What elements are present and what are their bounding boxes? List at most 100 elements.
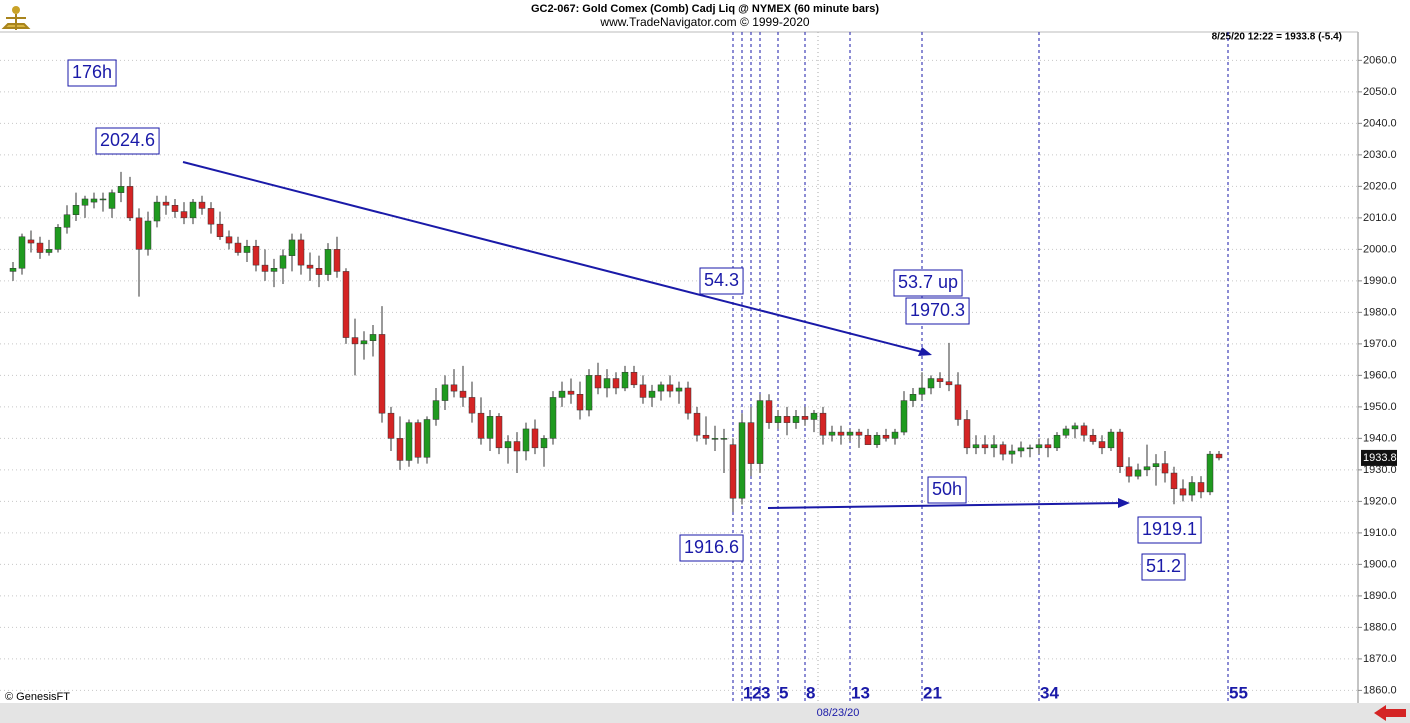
nav-arrow-icon[interactable] (1374, 705, 1406, 721)
candle-body (171, 205, 179, 212)
y-tick-label: 1950.0 (1363, 401, 1397, 413)
candle-body (1197, 482, 1205, 493)
candle-body (792, 416, 800, 423)
candle-body (756, 400, 764, 464)
candle-body (1035, 444, 1043, 449)
y-tick-label: 2000.0 (1363, 243, 1397, 255)
y-tick-label: 2060.0 (1363, 54, 1397, 66)
last-price-label: 1933.8 (1363, 452, 1397, 464)
y-tick-label: 1930.0 (1363, 464, 1397, 476)
candle-body (207, 208, 215, 225)
candle-body (306, 264, 314, 269)
y-tick-label: 2040.0 (1363, 117, 1397, 129)
annotation: 2024.6 (100, 130, 155, 150)
candle-body (549, 397, 557, 439)
candle-body (180, 211, 188, 219)
count-label: 13 (851, 683, 870, 702)
annotation: 54.3 (704, 270, 739, 290)
candle-body (1215, 453, 1223, 459)
candle-body (1206, 453, 1214, 493)
count-label: 5 (779, 683, 788, 702)
candle-body (81, 198, 89, 206)
candle-body (918, 387, 926, 395)
arrow-head (1118, 498, 1130, 508)
candle-body (441, 384, 449, 401)
y-tick-label: 1960.0 (1363, 369, 1397, 381)
y-tick-label: 1970.0 (1363, 338, 1397, 350)
candle-body (747, 422, 755, 464)
candle-body (774, 416, 782, 423)
annotation-box (927, 476, 967, 504)
candle-body (144, 220, 152, 250)
candle-body (783, 416, 791, 423)
candle-body (846, 431, 854, 436)
candle-body (1080, 425, 1088, 436)
y-tick-label: 1940.0 (1363, 432, 1397, 444)
candle-body (45, 249, 53, 253)
candle-body (513, 441, 521, 452)
candle-body (810, 412, 818, 420)
count-label: 3 (761, 683, 770, 702)
annotation-box (679, 534, 744, 562)
candle-body (522, 428, 530, 452)
annotation-box (67, 59, 117, 87)
candle-body (414, 422, 422, 458)
y-tick-label: 1860.0 (1363, 684, 1397, 696)
candle-body (1044, 444, 1052, 449)
candle-body (954, 384, 962, 420)
candle-body (1071, 425, 1079, 430)
candle-body (1053, 434, 1061, 449)
candle-body (99, 198, 107, 201)
candle-body (63, 214, 71, 228)
candle-body (1125, 466, 1133, 477)
candle-body (630, 371, 638, 386)
candle-body (945, 381, 953, 386)
candle-body (657, 384, 665, 392)
candle-body (423, 419, 431, 458)
candle-body (135, 217, 143, 250)
candle-body (369, 334, 377, 341)
nav-arrow[interactable] (1374, 705, 1406, 721)
candle-body (567, 390, 575, 395)
annotation: 1916.6 (684, 537, 739, 557)
candle-body (153, 201, 161, 222)
candle-body (801, 416, 809, 420)
candle-body (351, 337, 359, 345)
y-tick-label: 1880.0 (1363, 621, 1397, 633)
y-tick-label: 1890.0 (1363, 590, 1397, 602)
candle-body (234, 242, 242, 253)
candle-body (1017, 447, 1025, 452)
candle-body (36, 242, 44, 253)
count-label: 34 (1040, 683, 1059, 702)
candle-body (468, 397, 476, 414)
candle-body (1143, 466, 1151, 471)
candle-body (576, 394, 584, 411)
candle-body (405, 422, 413, 461)
annotation: 1970.3 (910, 300, 965, 320)
candle-body (720, 438, 728, 440)
candle-body (108, 192, 116, 209)
y-tick-label: 2020.0 (1363, 180, 1397, 192)
annotation-box (905, 297, 970, 325)
annotation-box (1141, 553, 1186, 581)
candle-body (54, 227, 62, 250)
quote: 8/25/20 12:22 = 1933.8 (-5.4) (1212, 32, 1342, 43)
candle-body (1134, 469, 1142, 477)
candle-body (486, 416, 494, 439)
arrow-line (767, 502, 1123, 509)
arrow-line (182, 161, 927, 354)
candle-body (1152, 463, 1160, 467)
annotation: 50h (932, 479, 962, 499)
candle-body (333, 249, 341, 272)
bottom-strip (0, 703, 1410, 723)
candle-body (1008, 450, 1016, 455)
candle-body (837, 431, 845, 436)
annotation-box (699, 267, 744, 295)
last-price-box (1361, 449, 1397, 466)
candle-body (378, 334, 386, 414)
candle-body (1161, 463, 1169, 474)
candle-body (117, 186, 125, 193)
candle-body (702, 434, 710, 439)
annotation-box (1137, 516, 1202, 544)
